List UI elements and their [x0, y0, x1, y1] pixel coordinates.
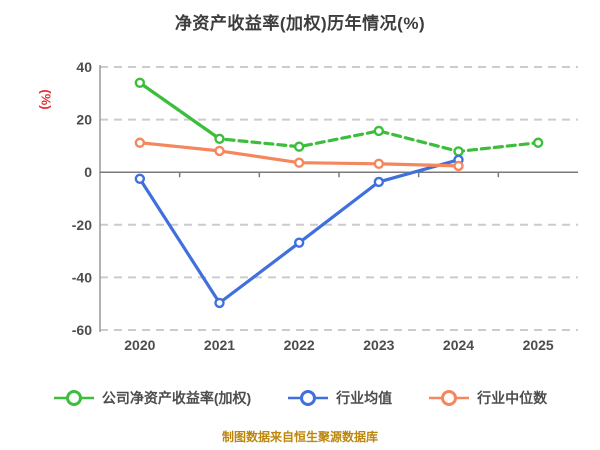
- y-tick-label: -40: [72, 269, 92, 285]
- y-tick-label: -20: [72, 217, 92, 233]
- data-point-marker: [214, 133, 225, 144]
- data-source-caption: 制图数据来自恒生聚源数据库: [221, 430, 378, 444]
- series-line: [138, 158, 461, 305]
- legend-line-circle-icon: [288, 390, 329, 406]
- data-point-marker: [134, 137, 146, 148]
- data-point-marker: [373, 176, 385, 188]
- legend-label: 行业均值: [336, 390, 393, 406]
- data-point-marker: [134, 77, 146, 88]
- x-tick-label: 2024: [443, 337, 474, 353]
- page-title: 净资产收益率(加权)历年情况(%): [174, 14, 426, 33]
- y-tick-label: 40: [76, 59, 92, 75]
- data-point-marker: [293, 237, 305, 248]
- data-point-marker: [293, 141, 305, 152]
- x-tick-label: 2023: [363, 337, 394, 353]
- y-tick-label: 0: [84, 164, 92, 180]
- data-point-marker: [293, 157, 305, 168]
- legend-label: 行业中位数: [477, 390, 548, 406]
- legend-line-circle-icon: [53, 390, 94, 406]
- data-point-marker: [453, 160, 464, 172]
- x-tick-label: 2022: [284, 337, 315, 353]
- x-tick-label: 2021: [204, 337, 235, 353]
- y-tick-label: 20: [76, 112, 92, 128]
- legend-item-industry-median[interactable]: 行业中位数: [428, 388, 547, 408]
- legend-line-circle-icon: [429, 390, 470, 406]
- legend-item-industry-mean[interactable]: 行业均值: [287, 388, 392, 408]
- series-line-solid-segment: [138, 81, 222, 141]
- data-point-marker: [373, 158, 385, 169]
- data-point-marker: [214, 297, 225, 309]
- data-point-marker: [453, 146, 464, 157]
- data-point-marker: [214, 145, 225, 157]
- chart-legend: 公司净资产收益率(加权) 行业均值 行业中位数: [0, 388, 600, 408]
- legend-label: 公司净资产收益率(加权): [101, 390, 252, 406]
- series-line: [138, 81, 540, 153]
- data-point-marker: [373, 125, 385, 137]
- y-tick-label: -60: [72, 322, 92, 338]
- x-tick-label: 2020: [124, 337, 155, 353]
- x-tick-label: 2025: [523, 337, 554, 353]
- legend-item-company-roe[interactable]: 公司净资产收益率(加权): [53, 388, 251, 408]
- data-point-marker: [532, 137, 544, 148]
- data-point-marker: [134, 173, 146, 184]
